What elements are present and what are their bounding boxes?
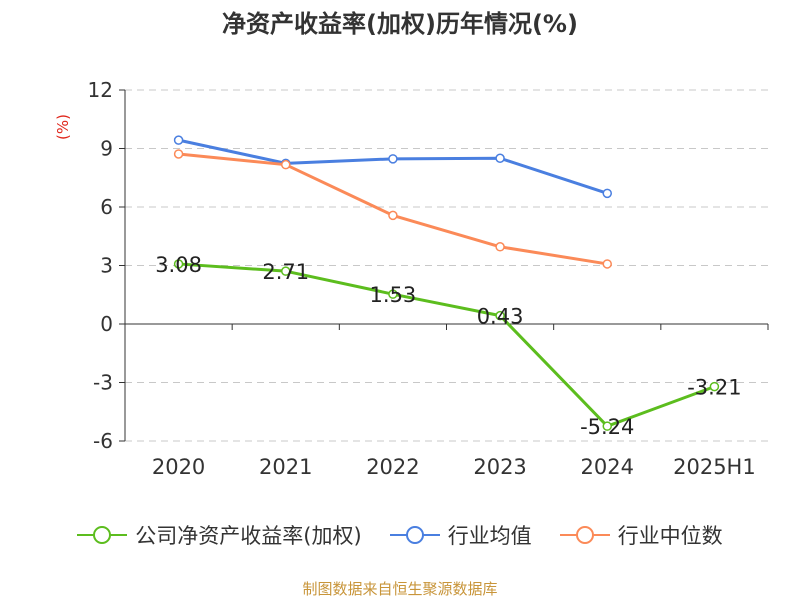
axes: 12 9 6 3 0 -3 -6 2020 2021 2022 2023 2024 2025H1 (%) bbox=[54, 78, 769, 479]
data-point bbox=[495, 153, 505, 163]
x-tick-label: 2020 bbox=[152, 455, 205, 479]
data-label: -5.24 bbox=[580, 415, 634, 439]
data-point bbox=[388, 289, 398, 299]
y-tick-label: 0 bbox=[100, 312, 113, 336]
x-tick-label: 2025H1 bbox=[673, 455, 756, 479]
data-label: 0.43 bbox=[477, 305, 524, 329]
y-tick-label: 3 bbox=[100, 254, 113, 278]
legend: 公司净资产收益率(加权) 行业均值 行业中位数 bbox=[0, 518, 800, 552]
legend-marker-icon bbox=[77, 526, 128, 544]
data-point bbox=[173, 135, 184, 145]
legend-marker-icon bbox=[389, 526, 440, 544]
data-point bbox=[495, 310, 505, 321]
legend-label: 行业均值 bbox=[447, 524, 532, 548]
x-tick-label: 2024 bbox=[581, 455, 634, 479]
data-label: 1.53 bbox=[370, 283, 417, 307]
data-labels: 3.08 2.71 1.53 0.43 -5.24 -3.21 bbox=[155, 253, 741, 439]
x-tick-label: 2021 bbox=[259, 455, 312, 479]
data-point bbox=[388, 154, 398, 164]
series-lines bbox=[173, 135, 720, 431]
legend-marker-icon bbox=[559, 526, 610, 544]
data-point bbox=[709, 381, 720, 392]
data-point bbox=[173, 149, 184, 159]
source-note: 制图数据来自恒生聚源数据库 bbox=[302, 580, 498, 598]
y-tick-label: 12 bbox=[88, 78, 113, 102]
data-point bbox=[495, 242, 505, 252]
data-label: -3.21 bbox=[687, 376, 741, 400]
series-line bbox=[178, 262, 715, 428]
data-point bbox=[388, 210, 398, 221]
y-tick-label: -6 bbox=[93, 429, 113, 453]
data-point bbox=[281, 266, 291, 276]
legend-item: 行业中位数 bbox=[559, 520, 723, 550]
y-tick-label: 6 bbox=[100, 195, 113, 219]
x-tick-label: 2022 bbox=[366, 455, 419, 479]
data-point bbox=[602, 421, 612, 431]
data-point bbox=[173, 259, 184, 269]
legend-item: 公司净资产收益率(加权) bbox=[77, 520, 362, 550]
y-tick-label: -3 bbox=[93, 371, 113, 395]
x-tick-label: 2023 bbox=[473, 455, 526, 479]
data-point bbox=[602, 259, 612, 269]
data-point bbox=[602, 188, 612, 199]
legend-label: 行业中位数 bbox=[617, 524, 723, 548]
y-tick-label: 9 bbox=[100, 137, 113, 161]
data-label: 2.71 bbox=[262, 260, 309, 284]
data-point bbox=[281, 159, 291, 170]
data-label: 3.08 bbox=[155, 253, 202, 277]
series-line bbox=[178, 152, 608, 266]
legend-label: 公司净资产收益率(加权) bbox=[135, 524, 362, 548]
legend-item: 行业均值 bbox=[389, 520, 532, 550]
y-axis-label: (%) bbox=[54, 114, 72, 140]
chart-title: 净资产收益率(加权)历年情况(%) bbox=[222, 10, 578, 38]
